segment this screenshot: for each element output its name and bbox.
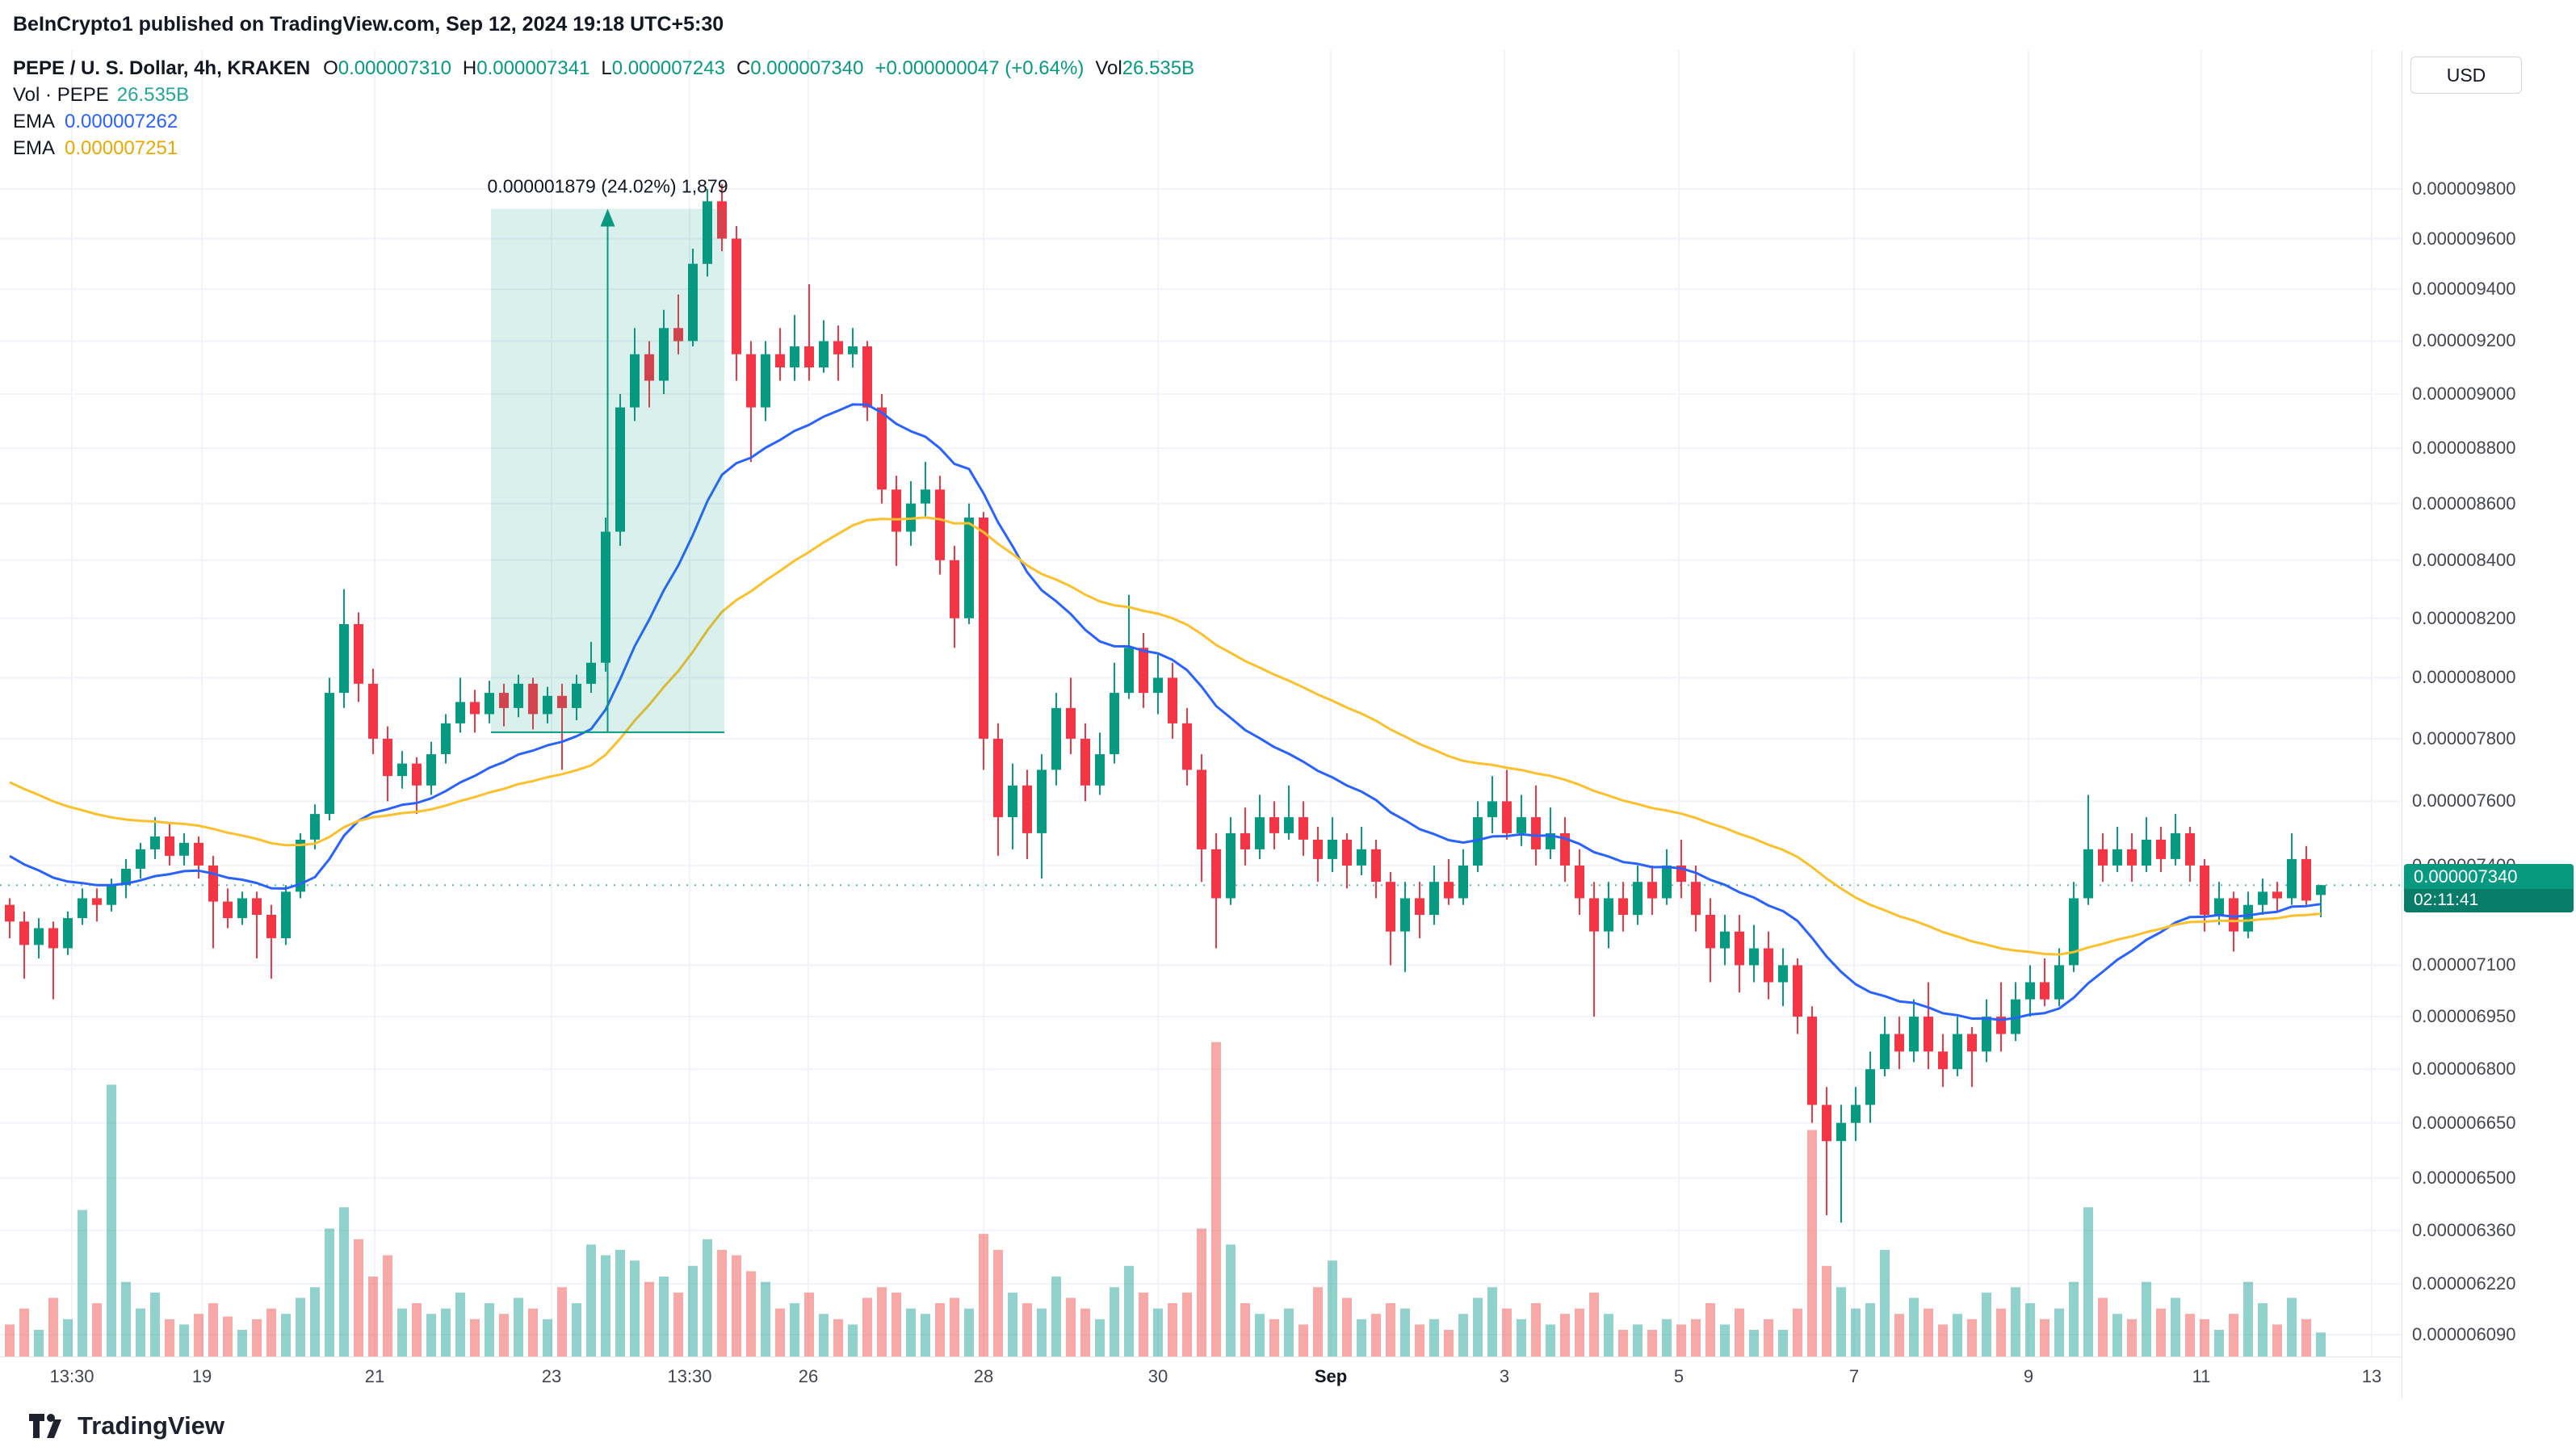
ema-fast-label: EMA [13,110,56,132]
price-tick-label: 0.000009000 [2412,384,2516,404]
bar-countdown: 02:11:41 [2404,889,2574,912]
volume-indicator-value: 26.535B [116,83,190,106]
legend-row-ema-fast[interactable]: EMA 0.000007262 [13,108,1206,135]
chart-legend: PEPE / U. S. Dollar, 4h, KRAKEN O0.00000… [13,55,1206,161]
legend-row-main: PEPE / U. S. Dollar, 4h, KRAKEN O0.00000… [13,55,1206,82]
ohlc-close: C0.000007340 [736,57,864,79]
ema-line-20 [9,403,2322,1021]
price-tick-label: 0.000009400 [2412,279,2516,299]
time-tick-label: 13:30 [49,1366,94,1386]
volume-indicator-label: Vol · PEPE [13,83,109,106]
grid-lines [0,50,2402,1356]
price-tick-label: 0.000009200 [2412,330,2516,350]
change-value: +0.000000047 (+0.64%) [875,57,1085,79]
price-tick-label: 0.000009600 [2412,229,2516,249]
candles [5,183,2326,1223]
time-tick-label: 7 [1848,1366,1860,1386]
publish-info: BeInCrypto1 published on TradingView.com… [13,13,724,36]
time-tick-label: 13 [2361,1366,2382,1386]
ema-slow-value: 0.000007251 [65,136,178,159]
last-price-badge[interactable]: 0.000007340 02:11:41 [2404,864,2574,912]
ema-fast-value: 0.000007262 [65,110,178,132]
price-tick-label: 0.000006800 [2412,1059,2516,1079]
legend-row-ema-slow[interactable]: EMA 0.000007251 [13,135,1206,161]
ohlc-high: H0.000007341 [462,57,590,79]
header-volume: Vol26.535B [1095,57,1195,79]
price-tick-label: 0.000008200 [2412,608,2516,628]
time-tick-label: 19 [191,1366,212,1386]
measurement-label: 0.000001879 (24.02%) 1,879 [488,176,728,197]
price-tick-label: 0.000006360 [2412,1220,2516,1240]
chart-plot-area[interactable]: 0.000001879 (24.02%) 1,879 PEPE / U. S. … [0,50,2402,1356]
price-tick-label: 0.000008000 [2412,667,2516,687]
price-tick-label: 0.000006500 [2412,1168,2516,1188]
price-tick-label: 0.000009800 [2412,178,2516,199]
time-tick-label: 23 [541,1366,562,1386]
price-tick-label: 0.000006650 [2412,1113,2516,1133]
price-tick-label: 0.000006220 [2412,1273,2516,1294]
symbol-title[interactable]: PEPE / U. S. Dollar, 4h, KRAKEN [13,57,311,79]
tradingview-logo[interactable]: TradingView [29,1411,224,1440]
price-tick-label: 0.000007100 [2412,954,2516,975]
price-tick-label: 0.000007800 [2412,728,2516,748]
bottom-bar: TradingView [0,1398,2576,1455]
time-axis[interactable]: 13:30 19 21 23 13:30 26 28 30 Sep 3 5 7 9 11 13 [0,1356,2402,1398]
currency-toggle-button[interactable]: USD [2410,57,2522,94]
last-price-value: 0.000007340 [2404,864,2574,889]
legend-row-volume[interactable]: Vol · PEPE 26.535B [13,82,1206,108]
tradingview-logo-icon [29,1414,61,1438]
ohlc-open: O0.000007310 [323,57,451,79]
time-tick-label: 26 [798,1366,819,1386]
price-axis[interactable]: USD 0.000009800 0.000009600 0.000009400 0.0… [2402,50,2576,1398]
ema-line-45 [9,516,2322,956]
time-tick-label: 3 [1499,1366,1510,1386]
price-tick-label: 0.000008400 [2412,550,2516,570]
ohlc-low: L0.000007243 [601,57,725,79]
time-tick-label: 13:30 [667,1366,712,1386]
price-tick-label: 0.000008800 [2412,438,2516,458]
time-tick-label: 30 [1147,1366,1168,1386]
tradingview-logo-text: TradingView [78,1411,225,1440]
volume-bars [5,1042,2326,1356]
candlestick-chart[interactable]: 0.000001879 (24.02%) 1,879 [0,50,2402,1356]
time-tick-label: 9 [2023,1366,2034,1386]
time-tick-label: 11 [2192,1366,2211,1386]
time-tick-label: 5 [1673,1366,1684,1386]
time-tick-label: 28 [973,1366,994,1386]
price-tick-label: 0.000006950 [2412,1006,2516,1026]
price-range-measurement[interactable]: 0.000001879 (24.02%) 1,879 [488,176,728,733]
time-tick-label: Sep [1314,1366,1348,1386]
price-tick-label: 0.000007600 [2412,790,2516,811]
ema-slow-label: EMA [13,136,56,159]
time-tick-label: 21 [364,1366,385,1386]
price-tick-label: 0.000006090 [2412,1324,2516,1344]
price-tick-label: 0.000008600 [2412,493,2516,514]
